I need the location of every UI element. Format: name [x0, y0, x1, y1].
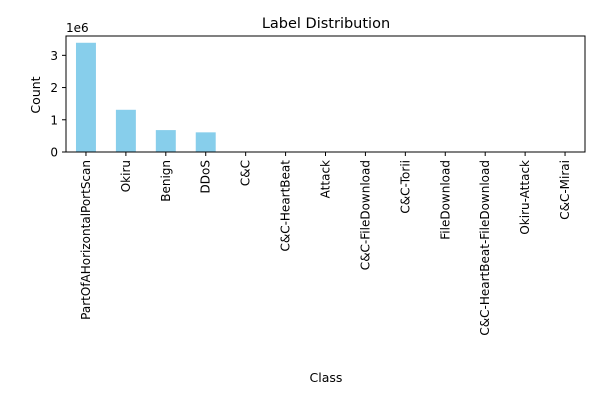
y-axis-label: Count — [28, 76, 43, 113]
x-axis-label: Class — [310, 370, 343, 385]
x-tick-label: Okiru-Attack — [518, 160, 532, 235]
x-tick-label: C&C-Torii — [398, 160, 412, 214]
bar — [76, 43, 96, 152]
x-tick-label: C&C-FileDownload — [358, 160, 372, 270]
x-tick-label: C&C-HeartBeat — [279, 160, 293, 252]
y-tick-label: 0 — [50, 146, 58, 160]
y-offset-label: 1e6 — [66, 21, 89, 35]
plot-frame — [66, 36, 585, 152]
x-tick-label: Benign — [159, 160, 173, 202]
y-tick-label: 1 — [50, 113, 58, 127]
bar — [116, 110, 136, 152]
x-tick-label: FileDownload — [438, 160, 452, 240]
x-tick-label: C&C-Mirai — [558, 160, 572, 220]
chart-title: Label Distribution — [262, 16, 390, 32]
x-tick-label: DDoS — [199, 160, 213, 193]
y-tick-label: 2 — [50, 81, 58, 95]
x-tick-label: C&C-HeartBeat-FileDownload — [478, 160, 492, 336]
x-tick-label: Okiru — [119, 160, 133, 192]
x-tick-label: C&C — [239, 160, 253, 186]
x-tick-label: Attack — [319, 160, 333, 198]
bar — [156, 130, 176, 152]
x-tick-label: PartOfAHorizontalPortScan — [79, 160, 93, 320]
y-tick-label: 3 — [50, 49, 58, 63]
bar — [196, 132, 216, 152]
